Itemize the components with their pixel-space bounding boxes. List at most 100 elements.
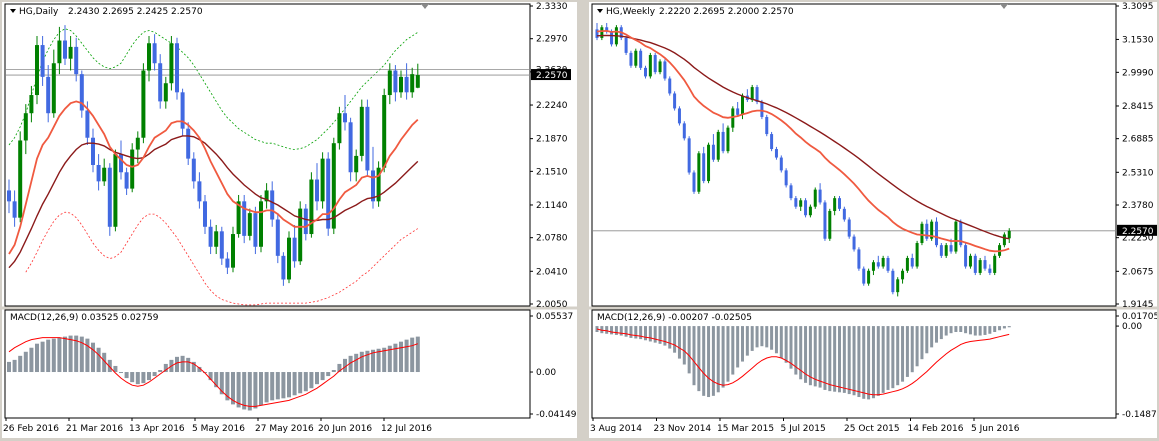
daily-chart[interactable]: 2.33302.29702.26052.22402.18702.15102.11… — [2, 2, 577, 438]
bear-bar-body — [687, 138, 691, 173]
bear-bar-body — [186, 128, 191, 159]
macd-histogram-bar — [292, 372, 297, 396]
macd-histogram-bar — [813, 326, 817, 387]
chart-menu-triangle-icon[interactable] — [597, 9, 603, 13]
bear-bar-body — [219, 231, 224, 259]
time-tick-label: 25 Oct 2015 — [844, 424, 900, 434]
bear-bar-body — [393, 70, 398, 93]
time-tick-label: 26 Feb 2016 — [3, 424, 59, 434]
price-tick-label: 2.6885 — [1122, 135, 1154, 145]
fast-moving-average-line — [8, 100, 419, 255]
bull-bar-body — [169, 43, 174, 84]
macd-histogram-bar — [794, 326, 798, 375]
macd-tick-label: 0.00 — [1122, 322, 1142, 332]
macd-histogram-bar — [973, 326, 977, 336]
bear-bar-body — [404, 76, 409, 93]
bull-bar-body — [387, 70, 392, 96]
chart-symbol-title: HG,Weekly — [606, 7, 656, 17]
bull-bar-body — [382, 95, 387, 168]
time-tick-label: 23 Nov 2014 — [654, 424, 712, 434]
macd-histogram-bar — [697, 326, 701, 392]
macd-histogram-bar — [634, 326, 638, 339]
price-tick-label: 2.0050 — [536, 300, 568, 310]
macd-histogram-bar — [208, 372, 213, 381]
time-tick-label: 13 Apr 2016 — [129, 424, 185, 434]
macd-histogram-bar — [113, 365, 118, 373]
bear-bar-body — [639, 50, 643, 68]
bear-bar-body — [789, 185, 793, 199]
macd-histogram-bar — [600, 326, 604, 334]
bear-bar-body — [794, 198, 798, 207]
bear-bar-body — [886, 257, 890, 271]
window-splitter[interactable] — [579, 0, 587, 440]
macd-histogram-bar — [925, 326, 929, 354]
macd-histogram-bar — [852, 326, 856, 396]
macd-histogram-bar — [707, 326, 711, 398]
bear-bar-body — [939, 245, 943, 256]
chart-shift-marker-icon[interactable] — [421, 4, 429, 9]
macd-histogram-bar — [988, 326, 992, 334]
bull-bar-body — [813, 189, 817, 207]
bear-bar-body — [74, 46, 79, 75]
bear-bar-body — [96, 164, 101, 182]
macd-histogram-bar — [750, 326, 754, 351]
bear-bar-body — [949, 245, 953, 252]
macd-histogram-bar — [348, 355, 353, 373]
macd-histogram-bar — [610, 326, 614, 335]
macd-histogram-bar — [287, 372, 291, 398]
bull-bar-body — [600, 27, 604, 38]
bear-bar-body — [152, 43, 157, 64]
macd-histogram-bar — [382, 347, 387, 373]
macd-histogram-bar — [653, 326, 657, 343]
bear-bar-body — [270, 190, 275, 220]
macd-histogram-bar — [677, 326, 681, 359]
fast-moving-average-line — [596, 29, 1010, 253]
macd-histogram-bar — [673, 326, 677, 353]
macd-histogram-bar — [867, 326, 871, 400]
time-tick-label: 5 Jul 2015 — [781, 424, 826, 434]
macd-histogram-bar — [68, 335, 73, 373]
macd-histogram-bar — [702, 326, 706, 396]
bear-bar-body — [959, 221, 963, 246]
bear-bar-body — [784, 170, 788, 186]
price-tick-label: 2.0780 — [536, 234, 568, 244]
chart-menu-triangle-icon[interactable] — [10, 9, 16, 13]
macd-histogram-bar — [799, 326, 803, 380]
price-tick-label: 2.0410 — [536, 267, 568, 277]
bear-bar-body — [85, 110, 90, 138]
macd-histogram-bar — [833, 326, 837, 392]
weekly-chart[interactable]: 3.3095 3.1530 2.9990 2.8415 2.6885 2.5310 2.37… — [589, 2, 1159, 438]
bear-bar-body — [605, 27, 609, 32]
bull-bar-body — [231, 234, 235, 268]
macd-histogram-bar — [944, 326, 948, 336]
macd-histogram-bar — [847, 326, 851, 395]
macd-histogram-bar — [663, 326, 667, 346]
macd-histogram-bar — [231, 372, 235, 405]
time-tick-label: 12 Jul 2016 — [381, 424, 432, 434]
bear-bar-body — [158, 63, 163, 102]
bull-bar-body — [896, 279, 900, 293]
bull-bar-body — [1002, 234, 1006, 246]
macd-histogram-bar — [85, 338, 90, 373]
bull-bar-body — [968, 255, 972, 267]
macd-histogram-bar — [838, 326, 841, 393]
bear-bar-body — [779, 157, 783, 171]
slow-moving-average-line — [8, 135, 419, 269]
bear-bar-body — [823, 202, 827, 239]
bull-bar-body — [905, 257, 909, 271]
macd-pane-frame — [591, 309, 1117, 419]
macd-histogram-bar — [337, 363, 342, 373]
bear-bar-body — [7, 190, 11, 202]
macd-histogram-bar — [862, 326, 866, 399]
macd-histogram-bar — [896, 326, 900, 386]
bull-bar-body — [828, 210, 832, 239]
macd-histogram-bar — [784, 326, 788, 363]
weekly-chart-window[interactable]: 3.3095 3.1530 2.9990 2.8415 2.6885 2.5310 2.37… — [589, 2, 1159, 438]
bull-bar-body — [944, 245, 948, 256]
macd-tick-label: -0.1487 — [1122, 410, 1157, 420]
bear-bar-body — [677, 108, 681, 124]
chart-shift-marker-icon[interactable] — [1000, 4, 1008, 9]
bull-bar-body — [35, 45, 39, 96]
bear-bar-body — [862, 268, 866, 284]
daily-chart-window[interactable]: 2.33302.29702.26052.22402.18702.15102.11… — [2, 2, 577, 438]
